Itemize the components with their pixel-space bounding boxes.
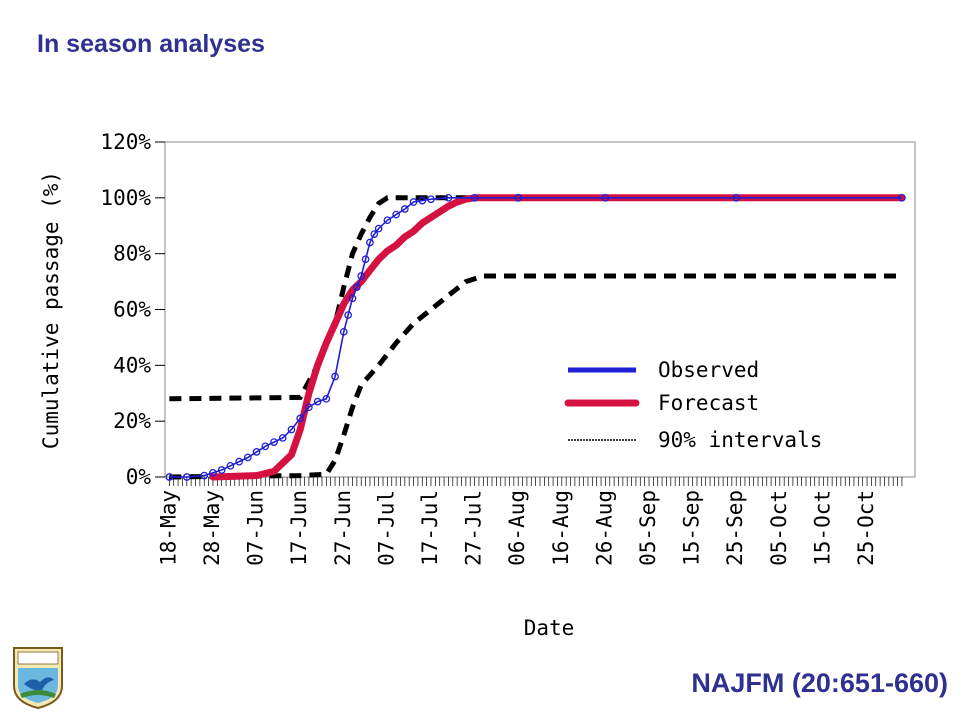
observed-point <box>261 442 270 451</box>
y-axis: 0% 20% 40% 60% 80% 100% 120% <box>100 130 165 489</box>
y-axis-label: Cumulative passage (%) <box>39 171 63 449</box>
observed-point <box>361 255 370 264</box>
observed-point <box>427 195 435 204</box>
x-tick-label: 27-Jun <box>331 490 355 566</box>
x-tick-label: 16-Aug <box>549 490 573 566</box>
y-tick-label: 80% <box>113 242 151 266</box>
observed-point <box>270 438 278 446</box>
x-tick-label: 17-Jun <box>287 490 311 566</box>
x-axis-label: Date <box>524 616 575 640</box>
x-tick-label: 25-Sep <box>723 490 747 566</box>
observed-point <box>252 448 261 456</box>
x-tick-label: 15-Oct <box>810 490 834 566</box>
observed-point <box>353 283 361 292</box>
observed-point <box>348 294 357 303</box>
x-axis: 18-May 28-May 07-Jun 17-Jun 27-Jun 07-Jul 17-J… <box>156 477 903 566</box>
x-tick-label: 15-Sep <box>680 490 704 566</box>
x-tick-label: 27-Jul <box>462 490 486 566</box>
observed-point <box>418 196 427 205</box>
x-tick-label: 07-Jun <box>244 490 268 566</box>
x-tick-label: 28-May <box>200 490 224 566</box>
observed-point <box>165 473 174 481</box>
y-tick-label: 40% <box>113 353 151 377</box>
observed-point <box>331 372 339 381</box>
y-tick-label: 100% <box>100 186 151 210</box>
observed-point <box>200 471 209 480</box>
x-tick-label: 26-Aug <box>592 490 616 566</box>
x-tick-label: 06-Aug <box>505 490 529 566</box>
observed-point <box>226 461 235 470</box>
legend-forecast-label: Forecast <box>658 391 759 415</box>
x-tick-label: 17-Jul <box>418 490 442 566</box>
legend-interval-label: 90% intervals <box>658 428 822 452</box>
y-tick-label: 120% <box>100 130 151 154</box>
observed-point <box>209 468 217 477</box>
observed-point <box>313 397 322 406</box>
series-group <box>165 193 906 481</box>
observed-point <box>370 230 379 238</box>
observed-point <box>374 224 383 233</box>
plot-area <box>164 141 916 478</box>
observed-point <box>322 394 331 403</box>
observed-point <box>357 272 366 280</box>
x-tick-label: 05-Oct <box>767 490 791 566</box>
observed-point <box>182 473 191 481</box>
observed-point <box>514 193 523 202</box>
y-tick-label: 0% <box>126 465 152 489</box>
observed-point <box>287 425 296 434</box>
observed-point <box>366 238 374 247</box>
observed-point <box>278 434 287 442</box>
x-tick-label: 05-Sep <box>636 490 660 566</box>
observed-point <box>400 205 409 213</box>
observed-point <box>470 193 479 202</box>
observed-point <box>383 216 392 225</box>
observed-point <box>344 311 352 319</box>
observed-point <box>235 457 243 466</box>
citation: NAJFM (20:651-660) <box>691 668 948 698</box>
y-tick-label: 20% <box>113 409 151 433</box>
observed-point <box>898 193 906 202</box>
observed-point <box>601 193 610 202</box>
usfws-logo <box>13 647 63 710</box>
interval-lower-line <box>169 273 902 480</box>
observed-point <box>392 210 400 219</box>
y-tick-label: 60% <box>113 298 151 322</box>
observed-point <box>444 193 453 202</box>
observed-point <box>732 193 741 202</box>
x-tick-label: 25-Oct <box>854 490 878 566</box>
observed-point <box>243 453 252 462</box>
x-tick-label: 18-May <box>156 490 180 566</box>
observed-point <box>296 414 305 423</box>
observed-point <box>217 466 226 474</box>
observed-point <box>409 198 418 206</box>
observed-point <box>339 327 348 336</box>
page-title: In season analyses <box>37 30 265 58</box>
observed-point <box>305 403 313 412</box>
x-tick-label: 07-Jul <box>374 490 398 566</box>
legend: Observed Forecast 90% intervals <box>564 358 822 452</box>
legend-observed-label: Observed <box>658 358 759 382</box>
